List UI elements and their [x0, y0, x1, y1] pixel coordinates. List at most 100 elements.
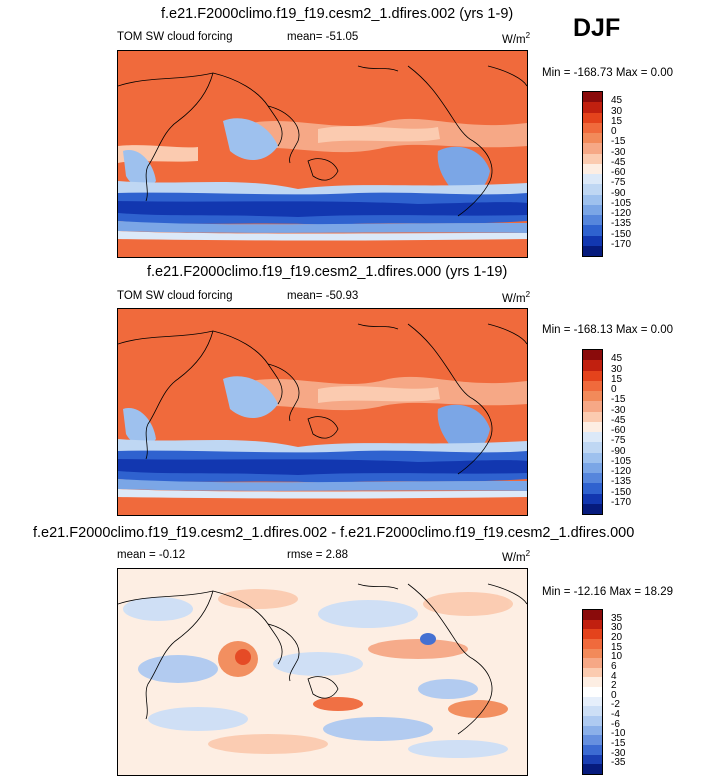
colorbar-swatch: [583, 483, 602, 494]
colorbar-swatch: [583, 370, 602, 381]
colorbar-tick-label: -15: [611, 136, 626, 148]
colorbar-swatch: [583, 204, 602, 215]
colorbar-swatch: [583, 184, 602, 195]
colorbar-tick-label: -60: [611, 425, 626, 436]
colorbar-swatch: [583, 687, 602, 697]
panel-1-map: [117, 50, 528, 258]
colorbar-swatch: [583, 648, 602, 659]
panel-1-colorbar: [582, 91, 603, 257]
colorbar-swatch: [583, 350, 602, 361]
colorbar-swatch: [583, 503, 602, 514]
colorbar-swatch: [583, 245, 602, 256]
colorbar-swatch: [583, 421, 602, 432]
colorbar-tick-label: -150: [611, 486, 632, 498]
colorbar-swatch: [583, 143, 602, 154]
colorbar-tick-label: -120: [611, 208, 632, 219]
colorbar-swatch: [583, 462, 602, 473]
colorbar-tick-label: 15: [611, 641, 623, 653]
season-label: DJF: [573, 14, 621, 42]
panel-3-units: W/m2: [502, 549, 531, 564]
colorbar-swatch: [583, 452, 602, 463]
colorbar-swatch: [583, 638, 602, 649]
colorbar-swatch: [583, 411, 602, 422]
colorbar-swatch: [583, 629, 602, 639]
colorbar-swatch: [583, 432, 602, 443]
colorbar-swatch: [583, 725, 602, 736]
colorbar-swatch: [583, 163, 602, 174]
colorbar-tick-label: -75: [611, 435, 626, 447]
panel-2-mean-label: mean= -50.93: [287, 290, 359, 302]
colorbar-swatch: [583, 610, 602, 620]
colorbar-swatch: [583, 764, 602, 774]
panel-3-colorbar: [582, 609, 603, 775]
colorbar-swatch: [583, 360, 602, 371]
colorbar-tick-label: -170: [611, 238, 632, 250]
colorbar-tick-label: -15: [611, 394, 626, 406]
colorbar-swatch: [583, 754, 602, 765]
colorbar-tick-label: -15: [611, 738, 626, 750]
colorbar-tick-label: -45: [611, 414, 626, 426]
colorbar-tick-label: -170: [611, 496, 632, 508]
colorbar-tick-label: -75: [611, 177, 626, 189]
colorbar-swatch: [583, 619, 602, 630]
colorbar-tick-label: 15: [611, 115, 623, 127]
panel-2-units: W/m2: [502, 290, 531, 305]
colorbar-tick-label: -45: [611, 156, 626, 168]
colorbar-tick-label: 45: [611, 95, 623, 107]
panel-1-title: f.e21.F2000climo.f19_f19.cesm2_1.dfires.…: [161, 6, 514, 22]
colorbar-tick-label: 0: [611, 126, 617, 137]
colorbar-tick-label: -60: [611, 167, 626, 178]
colorbar-swatch: [583, 735, 602, 745]
panel-1-left-label: TOM SW cloud forcing: [117, 31, 233, 43]
colorbar-swatch: [583, 493, 602, 504]
panel-2-title: f.e21.F2000climo.f19_f19.cesm2_1.dfires.…: [147, 264, 508, 280]
colorbar-tick-label: -105: [611, 197, 632, 209]
colorbar-tick-label: -90: [611, 445, 626, 457]
colorbar-tick-label: -105: [611, 455, 632, 467]
colorbar-tick-label: -30: [611, 404, 626, 416]
panel-3-map: [117, 568, 528, 776]
colorbar-swatch: [583, 380, 602, 391]
colorbar-tick-label: 6: [611, 660, 617, 672]
colorbar-swatch: [583, 706, 602, 717]
colorbar-tick-label: -10: [611, 728, 626, 740]
colorbar-tick-label: 30: [611, 105, 623, 117]
colorbar-swatch: [583, 658, 602, 668]
colorbar-swatch: [583, 102, 602, 113]
colorbar-swatch: [583, 744, 602, 755]
colorbar-swatch: [583, 391, 602, 402]
colorbar-swatch: [583, 716, 602, 726]
colorbar-swatch: [583, 153, 602, 164]
colorbar-swatch: [583, 92, 602, 103]
panel-3-range-label: Min = -12.16 Max = 18.29: [542, 586, 674, 598]
colorbar-tick-label: 10: [611, 651, 623, 663]
colorbar-tick-label: -135: [611, 476, 632, 488]
colorbar-tick-label: -150: [611, 228, 632, 240]
colorbar-tick-label: 0: [611, 384, 617, 395]
colorbar-tick-label: -35: [611, 757, 626, 769]
colorbar-swatch: [583, 112, 602, 123]
panel-1-units: W/m2: [502, 31, 531, 46]
panel-2-left-label: TOM SW cloud forcing: [117, 290, 233, 302]
panel-2-colorbar: [582, 349, 603, 515]
colorbar-tick-label: -6: [611, 718, 620, 730]
colorbar-swatch: [583, 235, 602, 246]
colorbar-tick-label: -30: [611, 146, 626, 158]
colorbar-tick-label: 20: [611, 631, 623, 643]
panel-1-range-label: Min = -168.73 Max = 0.00: [542, 67, 674, 79]
colorbar-tick-label: -4: [611, 709, 620, 721]
colorbar-swatch: [583, 174, 602, 185]
colorbar-swatch: [583, 696, 602, 707]
colorbar-tick-label: 30: [611, 622, 623, 634]
panel-3-colorbar-ticks: 35 30 20 15 10 6 4 2 0 -2 -4 -6 -10 -15 -30 -35: [611, 609, 651, 773]
panel-2-range-label: Min = -168.13 Max = 0.00: [542, 324, 674, 336]
panel-1-colorbar-ticks: 45 30 15 0 -15 -30 -45 -60 -75 -90 -105 -120 -135 -15…: [611, 91, 651, 255]
colorbar-tick-label: 0: [611, 689, 617, 701]
colorbar-swatch: [583, 215, 602, 226]
panel-2-map: [117, 308, 528, 516]
colorbar-tick-label: -135: [611, 218, 632, 230]
colorbar-tick-label: -120: [611, 466, 632, 477]
colorbar-swatch: [583, 473, 602, 484]
colorbar-tick-label: 15: [611, 373, 623, 385]
colorbar-swatch: [583, 667, 602, 678]
